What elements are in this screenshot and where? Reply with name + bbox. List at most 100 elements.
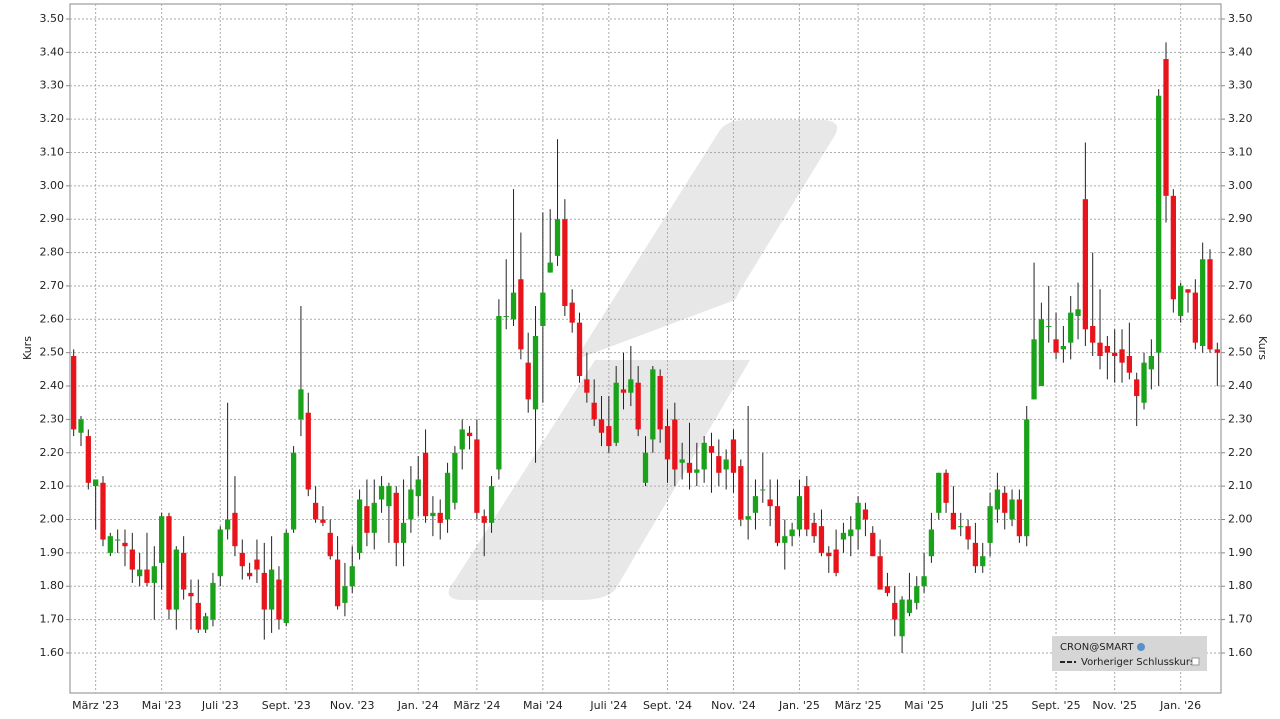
- x-tick-label: Sept. '23: [262, 699, 311, 712]
- candle-body: [928, 529, 935, 557]
- y-tick-label: 3.00: [40, 179, 65, 192]
- candle-body: [1082, 199, 1089, 330]
- candle-body: [562, 219, 568, 306]
- candle-body: [496, 315, 502, 470]
- x-tick-label: Sept. '25: [1032, 699, 1081, 712]
- candle-body: [1075, 309, 1081, 316]
- x-tick-label: März '25: [835, 699, 882, 712]
- candle-body: [224, 519, 231, 530]
- candle-body: [85, 436, 91, 483]
- candle-body: [188, 592, 194, 597]
- candle-body: [899, 599, 905, 637]
- candle-body: [78, 419, 84, 433]
- y-tick-label: 2.20: [40, 446, 65, 459]
- candle-body: [584, 379, 590, 393]
- candle-body: [400, 522, 407, 543]
- x-tick-label: Nov. '24: [711, 699, 756, 712]
- candle-body: [1192, 292, 1198, 343]
- candle-body: [510, 292, 517, 320]
- y2-tick-label: 2.70: [1228, 279, 1253, 292]
- candle-body: [488, 486, 495, 523]
- y-tick-label: 3.20: [40, 112, 65, 125]
- y2-tick-label: 2.00: [1228, 512, 1253, 525]
- x-tick-label: Nov. '23: [330, 699, 375, 712]
- candle-body: [503, 315, 509, 317]
- candle-body: [892, 602, 898, 620]
- y2-tick-label: 1.90: [1228, 546, 1253, 559]
- candle-body: [848, 529, 854, 537]
- candle-body: [378, 486, 385, 500]
- candle-body: [767, 499, 773, 507]
- candle-body: [1090, 325, 1096, 343]
- candle-body: [180, 552, 187, 590]
- candle-body: [914, 586, 920, 603]
- x-tick-label: Mai '24: [523, 699, 563, 712]
- candle-body: [217, 529, 223, 577]
- y2-tick-label: 2.20: [1228, 446, 1253, 459]
- candle-body: [1060, 345, 1067, 350]
- y2-tick-label: 3.30: [1228, 79, 1253, 92]
- y-tick-label: 3.40: [40, 45, 65, 58]
- candle-body: [1207, 259, 1213, 350]
- candle-body: [151, 566, 157, 583]
- candle-body: [459, 429, 465, 450]
- candle-body: [598, 419, 605, 433]
- y-tick-label: 2.10: [40, 479, 65, 492]
- y2-tick-label: 2.30: [1228, 412, 1253, 425]
- candle-body: [107, 536, 113, 553]
- y-tick-label: 2.50: [40, 346, 65, 359]
- candle-body: [1031, 339, 1037, 400]
- legend: CRON@SMART Vorheriger Schlusskurs: [1052, 636, 1207, 671]
- candle-body: [862, 509, 869, 520]
- candle-body: [1112, 352, 1118, 357]
- candle-body: [1097, 342, 1103, 357]
- candle-body: [246, 572, 253, 577]
- candle-body: [1185, 289, 1191, 293]
- candle-body: [408, 489, 414, 520]
- candle-body: [650, 369, 656, 440]
- candle-body: [386, 486, 392, 507]
- candle-body: [1134, 379, 1140, 397]
- candle-body: [1148, 356, 1154, 370]
- candle-body: [994, 489, 1001, 510]
- candle-body: [166, 516, 172, 610]
- candle-body: [760, 489, 766, 491]
- y2-tick-label: 3.20: [1228, 112, 1253, 125]
- candle-body: [679, 459, 685, 463]
- candle-body: [745, 516, 751, 520]
- candle-body: [738, 466, 744, 520]
- candle-body: [965, 526, 971, 540]
- candle-body: [576, 322, 583, 377]
- candle-body: [305, 412, 311, 490]
- candle-body: [210, 582, 216, 620]
- candle-body: [972, 542, 979, 567]
- candle-body: [657, 376, 663, 430]
- candle-body: [1038, 319, 1045, 387]
- candle-body: [1156, 95, 1162, 353]
- candle-body: [1046, 325, 1052, 327]
- candle-body: [789, 529, 795, 537]
- x-tick-label: Juli '23: [201, 699, 239, 712]
- candle-body: [1163, 59, 1169, 196]
- x-tick-label: Jan. '24: [397, 699, 439, 712]
- y-tick-label: 3.50: [40, 12, 65, 25]
- y2-axis-label: Kurs: [1256, 336, 1269, 360]
- candle-body: [921, 576, 927, 587]
- legend-checkbox[interactable]: [1191, 657, 1200, 666]
- candle-body: [283, 532, 289, 623]
- candle-body: [1200, 259, 1206, 346]
- candle-body: [115, 539, 121, 541]
- y2-tick-label: 2.60: [1228, 312, 1253, 325]
- candle-body: [540, 292, 546, 326]
- y-tick-label: 2.90: [40, 212, 65, 225]
- candle-body: [349, 566, 355, 587]
- y-tick-label: 2.80: [40, 246, 65, 259]
- x-tick-label: Sept. '24: [643, 699, 692, 712]
- candle-body: [159, 516, 165, 563]
- candle-body: [1068, 312, 1074, 343]
- candle-body: [320, 519, 326, 523]
- candle-body: [826, 552, 832, 557]
- candle-body: [371, 502, 377, 533]
- candle-body: [686, 462, 693, 473]
- candle-body: [276, 579, 282, 620]
